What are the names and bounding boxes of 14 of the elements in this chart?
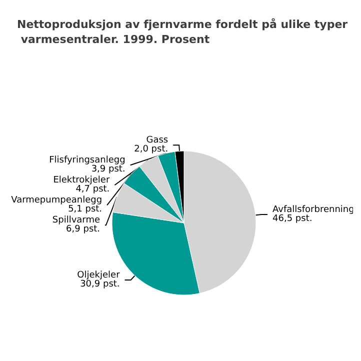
slice-label: Oljekjeler (77, 270, 120, 281)
slice-label: Gass (146, 136, 168, 146)
slice-label: Flisfyringsanlegg (49, 156, 126, 166)
data-label: 3,9 pst. (91, 164, 126, 175)
slice-label: Elektrokjeler (53, 176, 110, 186)
slice-label: Varmepumpeanlegg (11, 196, 102, 206)
data-label: 2,0 pst. (134, 144, 168, 155)
data-label: 30,9 pst. (80, 280, 120, 290)
chart-title: Nettoproduksjon av fjernvarme fordelt på ulike typer varmesentraler. 1999. Prosent (17, 18, 348, 46)
data-label: 5,1 pst. (68, 204, 102, 215)
slice-label: Spillvarme (52, 216, 100, 226)
data-label: 6,9 pst. (66, 224, 100, 235)
data-label: 4,7 pst. (76, 184, 110, 195)
data-label: 46,5 pst. (272, 214, 312, 224)
